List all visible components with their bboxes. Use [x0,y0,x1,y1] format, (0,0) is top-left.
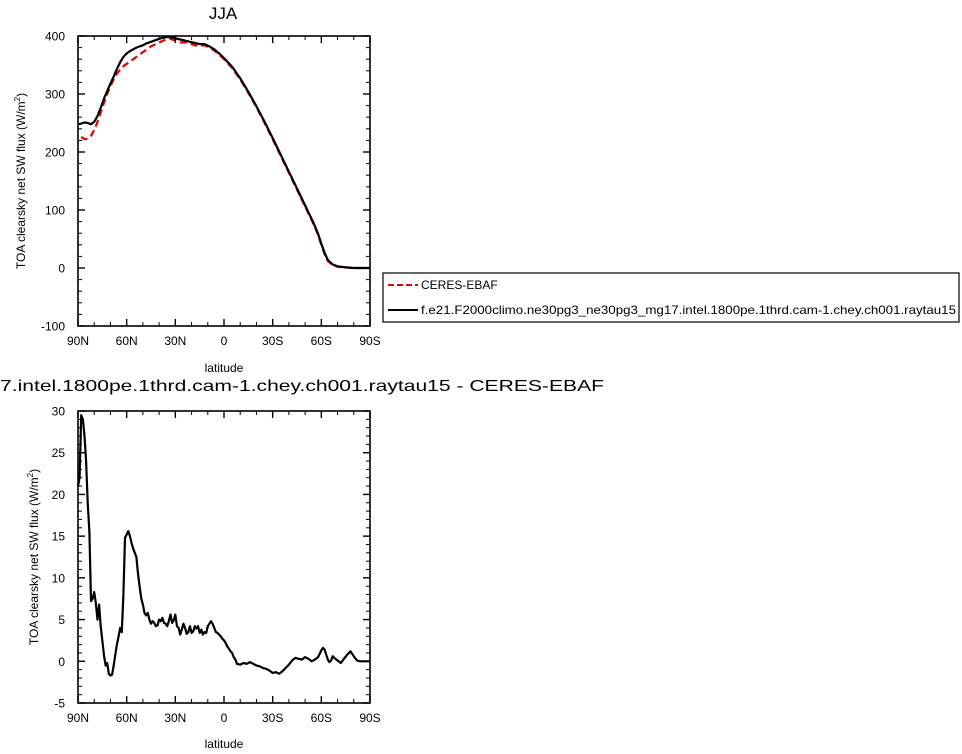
top-title: JJA [209,4,238,23]
bottom-xtick-label-5: 60S [311,711,332,725]
bottom-y-axis-label-superscript: 2 [26,472,35,477]
top-y-axis-label-main: TOA clearsky net SW flux (W/m [14,101,28,269]
top-plot-frame [77,35,371,327]
bottom-series-line-0 [76,414,370,677]
legend-ceres-label: CERES-EBAF [421,278,498,292]
bottom-xtick-label-3: 0 [221,711,228,725]
bottom-ytick-label-1: 25 [52,446,66,460]
bottom-ytick-label-4: 10 [52,571,66,585]
top-xtick-label-2: 30N [164,334,186,348]
bottom-ticks-group: 90N 60N 30N 0 30S 60S 90S 30 25 20 15 10 5 0 -5 [52,405,381,726]
bottom-ytick-label-2: 20 [52,488,66,502]
top-xtick-label-4: 30S [262,334,283,348]
bottom-ytick-label-7: -5 [54,697,65,711]
top-x-axis-label: latitude [205,361,244,375]
legend-box [382,272,960,323]
top-xtick-label-3: 0 [221,334,228,348]
bottom-ytick-label-5: 5 [58,613,65,627]
top-ytick-label-0: 400 [45,30,65,44]
bottom-plot-frame [77,410,371,704]
bottom-ytick-label-3: 15 [52,530,66,544]
bottom-xtick-label-1: 60N [116,711,138,725]
top-ytick-label-1: 300 [45,88,65,102]
top-series-group [77,36,370,270]
legend: CERES-EBAF f.e21.F2000climo.ne30pg3_ne30… [382,272,960,323]
bottom-panel: f.e21.F2000climo.ne30pg3_ne30pg3_mg17.in… [0,378,604,751]
legend-model-label: f.e21.F2000climo.ne30pg3_ne30pg3_mg17.in… [421,303,956,317]
top-y-axis-label-superscript: 2 [13,96,22,101]
top-ytick-label-2: 200 [45,146,65,160]
top-xtick-label-0: 90N [67,334,89,348]
top-y-axis-label: TOA clearsky net SW flux (W/m2) [13,93,28,269]
top-xtick-label-1: 60N [116,334,138,348]
bottom-y-axis-label-main: TOA clearsky net SW flux (W/m [27,477,41,645]
bottom-xtick-label-6: 90S [359,711,380,725]
bottom-title: f.e21.F2000climo.ne30pg3_ne30pg3_mg17.in… [0,378,604,395]
bottom-y-axis-label: TOA clearsky net SW flux (W/m2) [26,469,41,645]
top-panel: JJA 90N 60N 30N 0 30S 60S 90S 400 300 200 100 0 -100… [13,4,381,375]
bottom-xtick-label-0: 90N [67,711,89,725]
bottom-ytick-label-0: 30 [52,405,66,419]
bottom-xtick-label-4: 30S [262,711,283,725]
bottom-xtick-label-2: 30N [164,711,186,725]
top-y-axis-label-close: ) [14,93,28,97]
top-xtick-label-5: 60S [311,334,332,348]
top-ytick-label-3: 100 [45,204,65,218]
bottom-y-axis-label-close: ) [27,469,41,473]
top-series-line-0 [80,37,370,270]
bottom-ytick-label-6: 0 [58,655,65,669]
top-ytick-label-4: 0 [58,262,65,276]
top-ytick-label-5: -100 [41,320,65,334]
bottom-x-axis-label: latitude [205,737,244,751]
bottom-series-group [76,414,370,677]
top-ticks-group: 90N 60N 30N 0 30S 60S 90S 400 300 200 100 0 -100 [41,30,381,349]
top-xtick-label-6: 90S [359,334,380,348]
top-series-line-1 [77,36,370,270]
